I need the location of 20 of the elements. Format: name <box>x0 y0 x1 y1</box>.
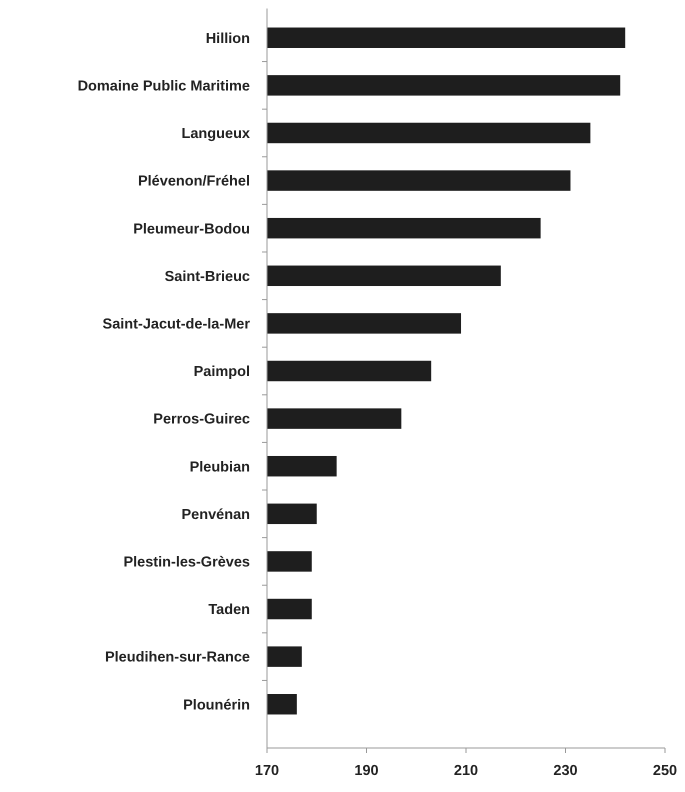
y-tick-label: Plounérin <box>183 697 250 714</box>
y-tick-label: Pleudihen-sur-Rance <box>104 650 250 666</box>
y-tick-label: Domaine Public Maritime <box>78 78 250 94</box>
x-tick-label: 190 <box>354 763 379 779</box>
y-tick-label: Pleumeur-Bodou <box>133 221 250 238</box>
y-tick-label: Saint-Jacut-de-la-Mer <box>102 316 250 332</box>
y-tick-label: Saint-Brieuc <box>164 268 250 285</box>
y-tick-label: Langueux <box>182 126 250 142</box>
y-tick-label: Penvénan <box>182 506 250 523</box>
x-tick-label: 230 <box>553 763 578 779</box>
x-tick-label: 250 <box>652 763 678 779</box>
y-tick-label: Plestin-les-Grèves <box>123 554 250 570</box>
y-tick-label: Paimpol <box>194 364 250 380</box>
y-tick-label: Pleubian <box>190 459 250 476</box>
y-tick-label: Perros-Guirec <box>153 412 250 428</box>
y-tick-label: Hillion <box>206 30 250 47</box>
x-tick-label: 170 <box>254 763 280 779</box>
y-tick-label: Taden <box>208 602 250 618</box>
y-tick-label: Plévenon/Fréhel <box>138 174 250 190</box>
x-tick-label: 210 <box>454 763 478 779</box>
